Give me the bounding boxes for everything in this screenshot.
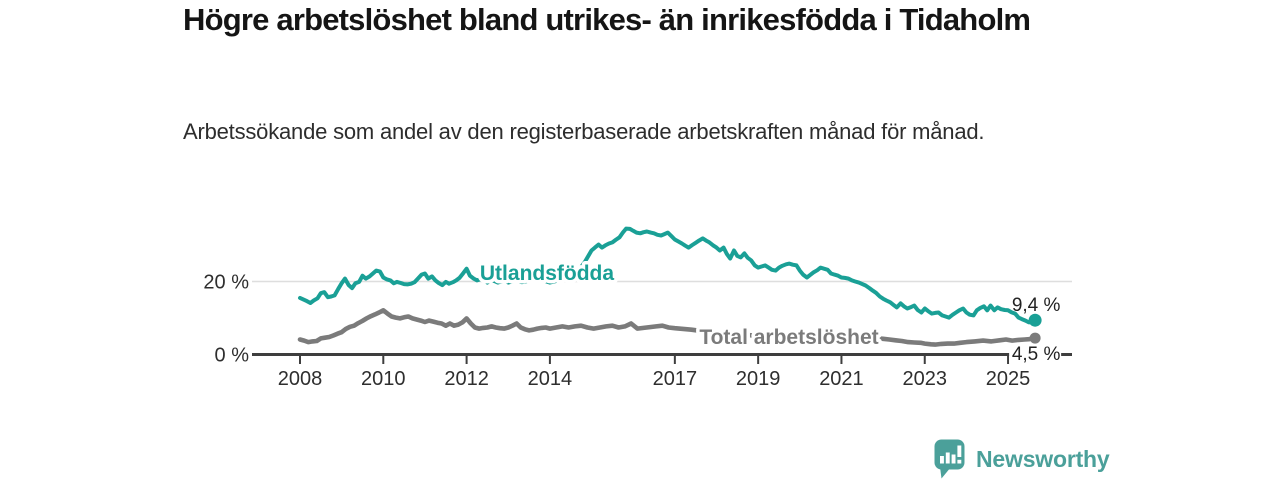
x-tick-label-2010: 2010 [361, 368, 406, 390]
x-tick-label-2008: 2008 [278, 368, 323, 390]
x-tick-label-2021: 2021 [819, 368, 864, 390]
newsworthy-logo[interactable]: Newsworthy [933, 438, 1110, 480]
y-tick-label-0: 0 % [215, 345, 250, 367]
series-end-dot-total [1029, 332, 1041, 344]
page-title: Högre arbetslöshet bland utrikes- än inr… [183, 2, 1031, 37]
series-label-utlandsfodda: Utlandsfödda [480, 262, 614, 285]
y-tick-label-20: 20 % [203, 272, 249, 294]
x-tick-label-2023: 2023 [903, 368, 948, 390]
end-value-label-utlandsfodda: 9,4 % [1012, 295, 1061, 316]
chart-subtitle: Arbetssökande som andel av den registerb… [183, 119, 985, 144]
x-tick-label-2014: 2014 [528, 368, 573, 390]
x-tick-label-2025: 2025 [986, 368, 1031, 390]
newsworthy-bubble-chart-icon [934, 439, 965, 479]
series-end-dot-utlandsfodda [1028, 313, 1042, 327]
series-label-total: Total arbetslöshet [699, 326, 878, 349]
end-value-label-bg-total [1009, 346, 1062, 363]
x-tick-label-2017: 2017 [653, 368, 698, 390]
x-tick-label-2012: 2012 [444, 368, 489, 390]
series-line-utlandsfodda [298, 226, 1038, 325]
x-tick-label-2019: 2019 [736, 368, 781, 390]
end-value-label-total: 4,5 % [1012, 344, 1061, 365]
newsworthy-brand-name: Newsworthy [976, 445, 1110, 472]
series-line-total [297, 307, 1038, 347]
